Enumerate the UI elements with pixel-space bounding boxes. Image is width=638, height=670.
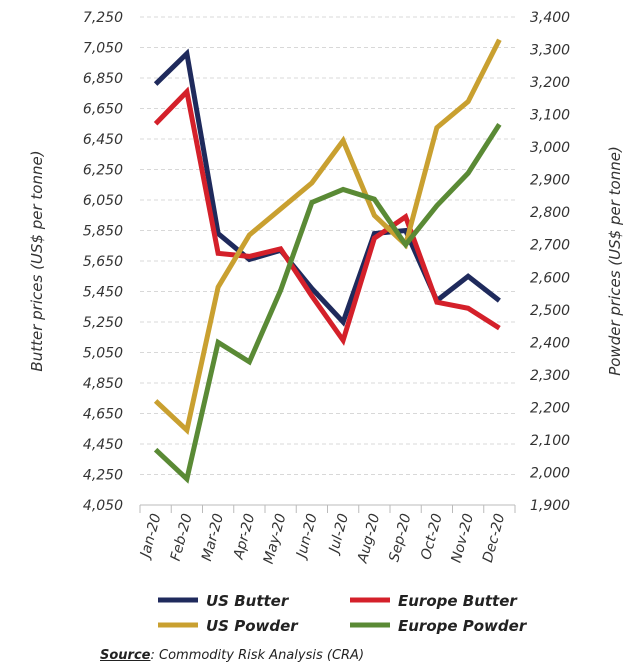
y-tick-label: 4,250 — [83, 468, 123, 484]
x-tick-label: Jul-20 — [325, 512, 352, 558]
y-tick-label: 5,250 — [83, 315, 123, 331]
x-tick-label: Nov-20 — [449, 512, 477, 565]
y2-tick-label: 3,200 — [530, 75, 570, 91]
y-tick-label: 7,250 — [83, 10, 123, 26]
x-tick-label: Mar-20 — [199, 512, 227, 563]
x-tick-label: Feb-20 — [168, 512, 196, 563]
y-tick-label: 5,050 — [83, 346, 123, 362]
x-tick-label: Dec-20 — [480, 512, 508, 564]
x-tick-label: Oct-20 — [418, 512, 446, 562]
y-tick-label: 4,450 — [83, 437, 123, 453]
y2-tick-label: 3,100 — [530, 108, 570, 124]
x-tick-label: Jun-20 — [293, 512, 321, 562]
y-tick-label: 6,650 — [83, 102, 123, 118]
y2-tick-label: 2,400 — [530, 335, 570, 351]
source-note: Source: Commodity Risk Analysis (CRA) — [100, 648, 364, 663]
y2-tick-label: 2,500 — [530, 303, 570, 319]
y2-axis-title: Powder prices (US$ per tonne) — [606, 146, 624, 376]
series-line-us-powder — [153, 38, 502, 436]
legend-label: US Butter — [206, 592, 290, 610]
y2-tick-label: 3,300 — [530, 43, 570, 59]
y2-tick-label: 3,400 — [530, 10, 570, 26]
y-tick-label: 6,050 — [83, 193, 123, 209]
x-tick-label: Apr-20 — [231, 512, 259, 562]
y-tick-label: 6,250 — [83, 163, 123, 179]
x-tick-label: Sep-20 — [386, 512, 414, 564]
series-line-us-butter — [153, 48, 501, 327]
series-line-europe-butter — [153, 86, 501, 346]
y-tick-label: 4,850 — [83, 376, 123, 392]
y-tick-label: 6,850 — [83, 71, 123, 87]
x-tick-label: Aug-20 — [355, 512, 384, 566]
y2-tick-label: 2,600 — [530, 270, 570, 286]
y-tick-label: 4,650 — [83, 407, 123, 423]
y-tick-label: 4,050 — [83, 498, 123, 514]
x-tick-label: Jan-20 — [137, 512, 165, 562]
chart: 4,050 4,250 4,450 4,650 4,850 5,050 5,250 5,450… — [28, 10, 624, 635]
y-tick-label: 6,450 — [83, 132, 123, 148]
series-line-europe-powder — [153, 123, 502, 484]
y2-tick-label: 1,900 — [530, 498, 570, 514]
y2-tick-label: 2,800 — [530, 205, 570, 221]
y2-tick-label: 3,000 — [530, 140, 570, 156]
legend-label: US Powder — [206, 617, 299, 635]
y2-tick-label: 2,100 — [530, 433, 570, 449]
y2-tick-label: 2,300 — [530, 368, 570, 384]
y2-tick-label: 2,000 — [530, 465, 570, 481]
source-text: : Commodity Risk Analysis (CRA) — [150, 648, 365, 663]
y-axis-title: Butter prices (US$ per tonne) — [28, 150, 46, 371]
x-tick-label: May-20 — [261, 512, 290, 566]
y-tick-label: 5,450 — [83, 285, 123, 301]
y2-tick-label: 2,700 — [530, 238, 570, 254]
source-label: Source — [100, 648, 151, 663]
y2-tick-label: 2,900 — [530, 173, 570, 189]
y-tick-label: 7,050 — [83, 41, 123, 57]
legend-label: Europe Butter — [398, 592, 518, 610]
y2-tick-label: 2,200 — [530, 400, 570, 416]
y-tick-label: 5,650 — [83, 254, 123, 270]
legend-label: Europe Powder — [398, 617, 528, 635]
y-tick-label: 5,850 — [83, 224, 123, 240]
